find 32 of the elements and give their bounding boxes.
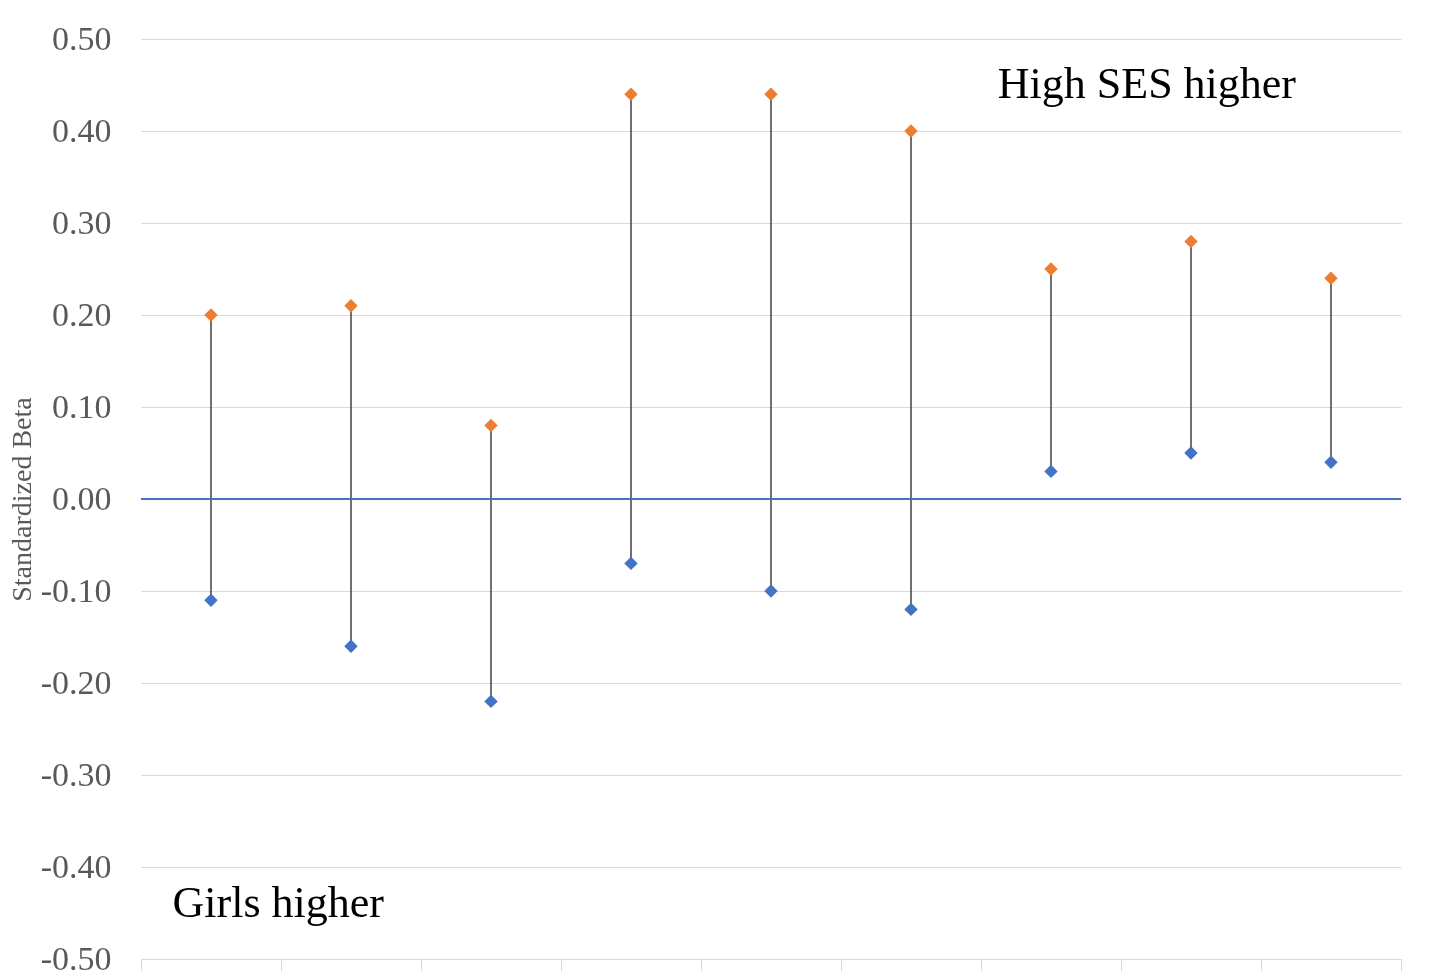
point [764, 87, 778, 101]
point [1184, 446, 1198, 460]
point [484, 694, 498, 709]
point [764, 584, 778, 598]
y-axis-title: Standardized Beta [5, 396, 37, 602]
point [1044, 262, 1058, 276]
point [1324, 271, 1338, 285]
point [204, 593, 218, 607]
y-tick-label: -0.20 [40, 663, 112, 701]
annotation: Girls higher [172, 877, 385, 927]
point [904, 602, 918, 617]
point [904, 124, 918, 138]
point [624, 87, 638, 101]
point [1324, 455, 1338, 469]
y-tick-label: -0.50 [40, 939, 112, 971]
point [344, 299, 358, 313]
point [624, 556, 638, 571]
y-tick-label: 0.10 [52, 387, 112, 425]
point [204, 308, 218, 322]
annotation: High SES higher [997, 59, 1297, 108]
y-tick-label: 0.20 [52, 295, 112, 333]
y-tick-label: 0.50 [52, 19, 112, 57]
point [484, 418, 498, 433]
point [344, 639, 358, 653]
y-tick-label: -0.30 [40, 755, 112, 793]
y-tick-label: 0.30 [52, 203, 112, 241]
y-tick-label: 0.40 [52, 111, 112, 149]
y-tick-label: -0.10 [40, 571, 112, 609]
point [1044, 464, 1058, 479]
point [1184, 234, 1198, 249]
y-tick-label: -0.40 [40, 847, 112, 885]
y-tick-label: 0.00 [52, 479, 112, 517]
